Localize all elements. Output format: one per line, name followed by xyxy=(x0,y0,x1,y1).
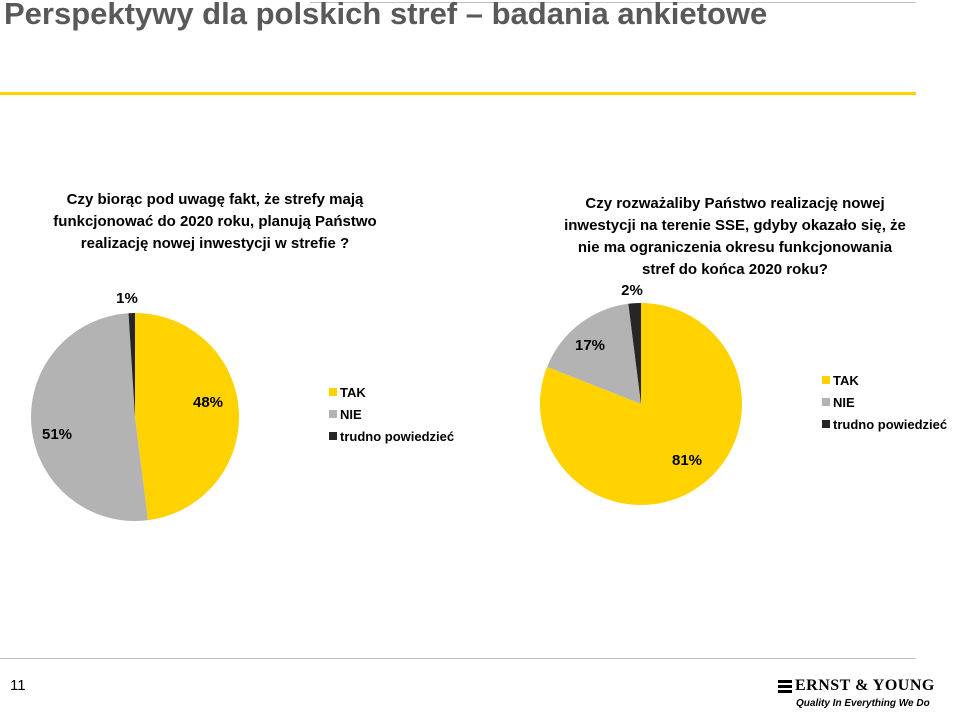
title-underline xyxy=(0,92,916,95)
chart-2-title: Czy rozważaliby Państwo realizację nowej… xyxy=(564,195,906,278)
chart-1-data-label-2: 51% xyxy=(42,426,72,443)
chart-1-legend-label-3: trudno powiedzieć xyxy=(340,428,455,444)
chart-1-legend-swatch-1 xyxy=(329,388,337,396)
page-title: Perspektywy dla polskich stref – badania… xyxy=(4,0,768,31)
chart-2-legend-swatch-1 xyxy=(822,376,830,384)
chart-1-slice-2 xyxy=(31,313,149,521)
chart-2-data-label-2: 17% xyxy=(575,337,605,354)
chart-2-legend-item-3: trudno powiedzieć xyxy=(822,413,947,435)
chart-1-data-label-1: 48% xyxy=(193,394,223,411)
chart-2-data-label-1: 81% xyxy=(672,452,702,469)
chart-2-legend-label-1: TAK xyxy=(833,372,859,388)
chart-1-slice-3 xyxy=(128,313,135,417)
chart-2-legend-swatch-3 xyxy=(822,420,830,428)
ernst-young-logo: ERNST & YOUNG Quality In Everything We D… xyxy=(778,676,934,712)
chart-1-legend: TAK NIE trudno powiedzieć xyxy=(329,381,454,447)
chart-1-legend-swatch-2 xyxy=(329,410,337,418)
logo-tagline: Quality In Everything We Do xyxy=(796,698,930,709)
chart-2-data-label-3: 2% xyxy=(621,282,643,299)
chart-2-legend-item-2: NIE xyxy=(822,391,947,413)
logo-name: ERNST & YOUNG xyxy=(795,677,935,694)
top-rule xyxy=(310,2,916,3)
chart-2-slice-3 xyxy=(628,303,641,404)
chart-2-legend-label-2: NIE xyxy=(833,394,855,410)
chart-1-legend-label-1: TAK xyxy=(340,384,366,400)
chart-1-legend-item-1: TAK xyxy=(329,381,454,403)
chart-1-legend-swatch-3 xyxy=(329,432,337,440)
chart-2-legend-item-1: TAK xyxy=(822,369,947,391)
chart-1-legend-item-3: trudno powiedzieć xyxy=(329,425,454,447)
chart-2-legend: TAK NIE trudno powiedzieć xyxy=(822,369,947,435)
page-number: 11 xyxy=(10,677,26,694)
footer-rule xyxy=(0,658,916,659)
chart-1-title: Czy biorąc pod uwagę fakt, że strefy maj… xyxy=(53,191,377,252)
chart-1-slice-1 xyxy=(135,313,240,521)
chart-2-legend-swatch-2 xyxy=(822,398,830,406)
chart-2-legend-label-3: trudno powiedzieć xyxy=(833,416,948,432)
logo-bars-icon xyxy=(778,680,792,694)
chart-1-data-label-3: 1% xyxy=(116,290,138,307)
chart-1-legend-label-2: NIE xyxy=(340,406,362,422)
chart-1-legend-item-2: NIE xyxy=(329,403,454,425)
chart-2-slice-2 xyxy=(547,303,641,404)
